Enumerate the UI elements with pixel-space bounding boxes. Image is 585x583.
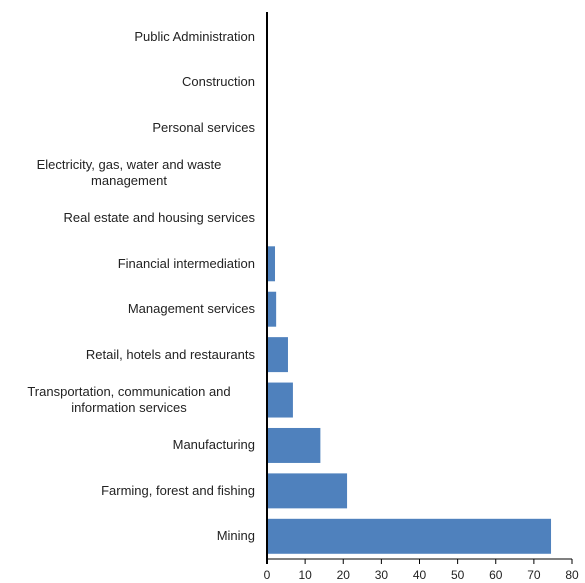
y-tick-label-box: Mining	[0, 528, 255, 544]
x-tick-label: 0	[264, 568, 271, 582]
y-tick-label-box: Construction	[0, 74, 255, 90]
y-tick-label-box: Retail, hotels and restaurants	[0, 347, 255, 363]
y-tick-label: Mining	[216, 528, 255, 544]
bar	[267, 382, 293, 418]
x-tick-label: 50	[451, 568, 465, 582]
bar	[267, 518, 552, 554]
y-tick-label: Construction	[182, 74, 255, 90]
x-tick-label: 20	[337, 568, 351, 582]
y-tick-label: Transportation, communication and inform…	[27, 384, 231, 416]
y-tick-label: Public Administration	[134, 28, 255, 44]
x-tick-label: 30	[375, 568, 389, 582]
x-tick-label: 60	[489, 568, 503, 582]
y-tick-label: Financial intermediation	[117, 255, 255, 271]
y-tick-label-box: Management services	[0, 301, 255, 317]
y-tick-label: Real estate and housing services	[63, 210, 255, 226]
y-tick-label-box: Real estate and housing services	[0, 210, 255, 226]
y-tick-label-box: Financial intermediation	[0, 256, 255, 272]
x-tick-label: 10	[298, 568, 312, 582]
x-tick-label: 40	[413, 568, 427, 582]
bar	[267, 473, 348, 509]
y-tick-label: Retail, hotels and restaurants	[85, 346, 255, 362]
y-tick-label-box: Manufacturing	[0, 437, 255, 453]
y-tick-label: Electricity, gas, water and waste manage…	[36, 156, 222, 188]
bar	[267, 427, 321, 463]
y-tick-label-box: Personal services	[0, 120, 255, 136]
y-tick-label-box: Public Administration	[0, 29, 255, 45]
x-tick-label: 70	[527, 568, 541, 582]
y-tick-label: Management services	[127, 301, 255, 317]
y-tick-label-box: Farming, forest and fishing	[0, 483, 255, 499]
x-tick-label: 80	[565, 568, 579, 582]
y-tick-label-box: Electricity, gas, water and waste manage…	[0, 157, 255, 189]
bar	[267, 337, 288, 373]
bar	[267, 291, 277, 327]
y-tick-label-box: Transportation, communication and inform…	[0, 384, 255, 416]
y-tick-label: Manufacturing	[172, 437, 255, 453]
y-tick-label: Personal services	[152, 119, 255, 135]
y-tick-label: Farming, forest and fishing	[101, 482, 255, 498]
bar	[267, 246, 276, 282]
